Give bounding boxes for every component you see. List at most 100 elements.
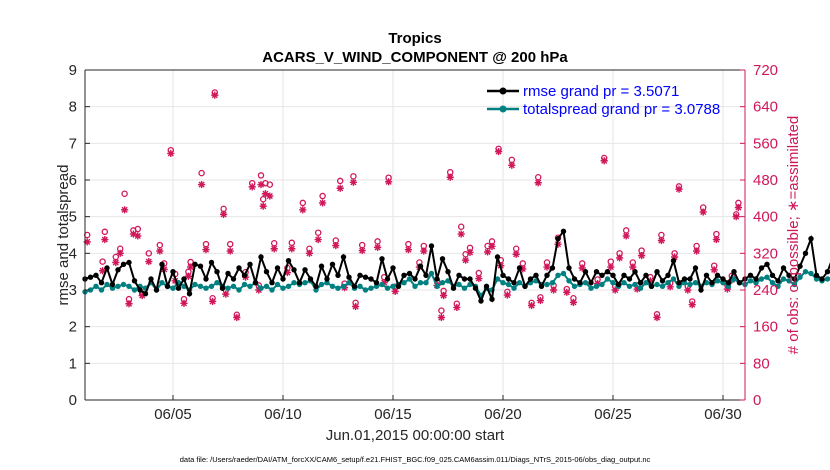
- rmse-point: [676, 280, 682, 286]
- totalspread-point: [571, 283, 578, 289]
- totalspread-point: [406, 276, 413, 282]
- rmse-point: [324, 276, 330, 282]
- totalspread-point: [247, 283, 253, 289]
- obs-assimilated-marker: [358, 246, 366, 255]
- rmse-point: [494, 254, 501, 260]
- totalspread-point: [775, 283, 781, 289]
- totalspread-point: [654, 281, 660, 288]
- obs-assimilated-marker: [101, 235, 109, 244]
- rmse-point: [285, 258, 292, 264]
- totalspread-point: [802, 269, 809, 275]
- rmse-point: [236, 265, 242, 271]
- rmse-point: [478, 298, 484, 304]
- obs-assimilated-marker: [484, 248, 492, 256]
- rmse-point: [621, 272, 627, 278]
- rmse-point: [654, 269, 660, 275]
- obs-assimilated-marker: [462, 256, 470, 264]
- totalspread-point: [456, 281, 462, 288]
- rmse-point: [500, 272, 506, 278]
- totalspread-point: [159, 280, 165, 286]
- rmse-point: [681, 276, 688, 282]
- rmse-point: [126, 259, 132, 266]
- x-tick-labels: 06/05 06/10 06/15 06/20 06/25 06/30: [154, 395, 742, 423]
- rmse-point: [747, 272, 754, 278]
- rmse-point: [120, 261, 127, 267]
- obs-assimilated-marker: [319, 199, 327, 207]
- totalspread-point: [203, 285, 209, 291]
- totalspread-point: [769, 280, 776, 286]
- rmse-point: [665, 272, 671, 278]
- rmse-point: [148, 276, 154, 282]
- rmse-point: [258, 254, 264, 260]
- grid: [85, 69, 745, 401]
- rmse-point: [731, 269, 737, 275]
- rmse-point: [571, 276, 578, 282]
- obs-assimilated-marker: [220, 210, 228, 218]
- right-tick-label: 320: [753, 245, 778, 262]
- plot-area: [85, 70, 745, 400]
- right-tick-label: 720: [753, 62, 778, 79]
- rmse-point: [483, 283, 490, 289]
- obs-assimilated-marker: [167, 149, 175, 158]
- x-tick-label: 06/25: [594, 406, 632, 423]
- rmse-point: [604, 269, 611, 275]
- rmse-point: [131, 278, 138, 284]
- obs-assimilated-marker: [198, 180, 206, 189]
- rmse-point: [87, 274, 94, 280]
- totalspread-point: [109, 285, 116, 291]
- totalspread-point: [412, 283, 418, 289]
- obs-assimilated-marker: [563, 288, 571, 296]
- left-tick-label: 9: [69, 62, 77, 79]
- rmse-point: [577, 280, 583, 286]
- obs-assimilated-marker: [653, 313, 661, 322]
- totalspread-point: [401, 280, 407, 286]
- obs-assimilated-marker: [629, 263, 637, 271]
- totalspread-point: [555, 272, 561, 278]
- rmse-point: [560, 228, 567, 234]
- rmse-point: [450, 285, 457, 291]
- rmse-point: [692, 265, 699, 271]
- totalspread-point: [516, 280, 523, 286]
- rmse-point: [670, 258, 677, 264]
- obs-assimilated-marker: [134, 232, 142, 240]
- totalspread-point: [758, 276, 765, 282]
- obs-assimilated-marker: [233, 313, 241, 322]
- obs-possible-marker: [336, 177, 344, 185]
- totalspread-point: [714, 278, 721, 284]
- obs-assimilated-marker: [508, 161, 516, 169]
- rmse-point: [384, 276, 391, 282]
- totalspread-point: [720, 280, 726, 286]
- legend-totalspread-marker: [499, 105, 507, 113]
- totalspread-point: [797, 274, 803, 280]
- totalspread-point: [417, 280, 424, 286]
- totalspread-point: [511, 285, 517, 291]
- rmse-point: [456, 272, 462, 278]
- legend-rmse-label: rmse grand pr = 3.5071: [523, 83, 679, 100]
- obs-assimilated-marker: [305, 249, 313, 257]
- obs-possible-marker: [266, 181, 274, 188]
- left-tick-label: 7: [69, 135, 77, 152]
- obs-assimilated-marker: [391, 287, 399, 295]
- totalspread-point: [192, 281, 198, 288]
- x-tick-label: 06/15: [374, 406, 412, 423]
- rmse-point: [417, 263, 424, 269]
- rmse-point: [230, 276, 237, 282]
- rmse-point: [296, 280, 303, 286]
- rmse-point: [819, 276, 825, 282]
- right-tick-labels: 0 80 160 240 320 400 480 560 640 720: [740, 62, 778, 409]
- totalspread-point: [236, 287, 242, 293]
- rmse-point: [808, 236, 814, 242]
- left-tick-label: 2: [69, 319, 77, 336]
- rmse-point: [412, 276, 418, 282]
- rmse-point: [824, 269, 830, 275]
- obs-assimilated-marker: [288, 245, 296, 253]
- totalspread-point: [170, 285, 176, 291]
- obs-possible-marker: [457, 223, 465, 230]
- totalspread-point: [423, 280, 429, 286]
- totalspread-point: [593, 283, 600, 289]
- totalspread-point: [241, 281, 248, 288]
- rmse-point: [401, 272, 407, 278]
- obs-assimilated-marker: [314, 235, 322, 244]
- obs-assimilated-marker: [675, 185, 683, 193]
- totalspread-point: [104, 281, 110, 288]
